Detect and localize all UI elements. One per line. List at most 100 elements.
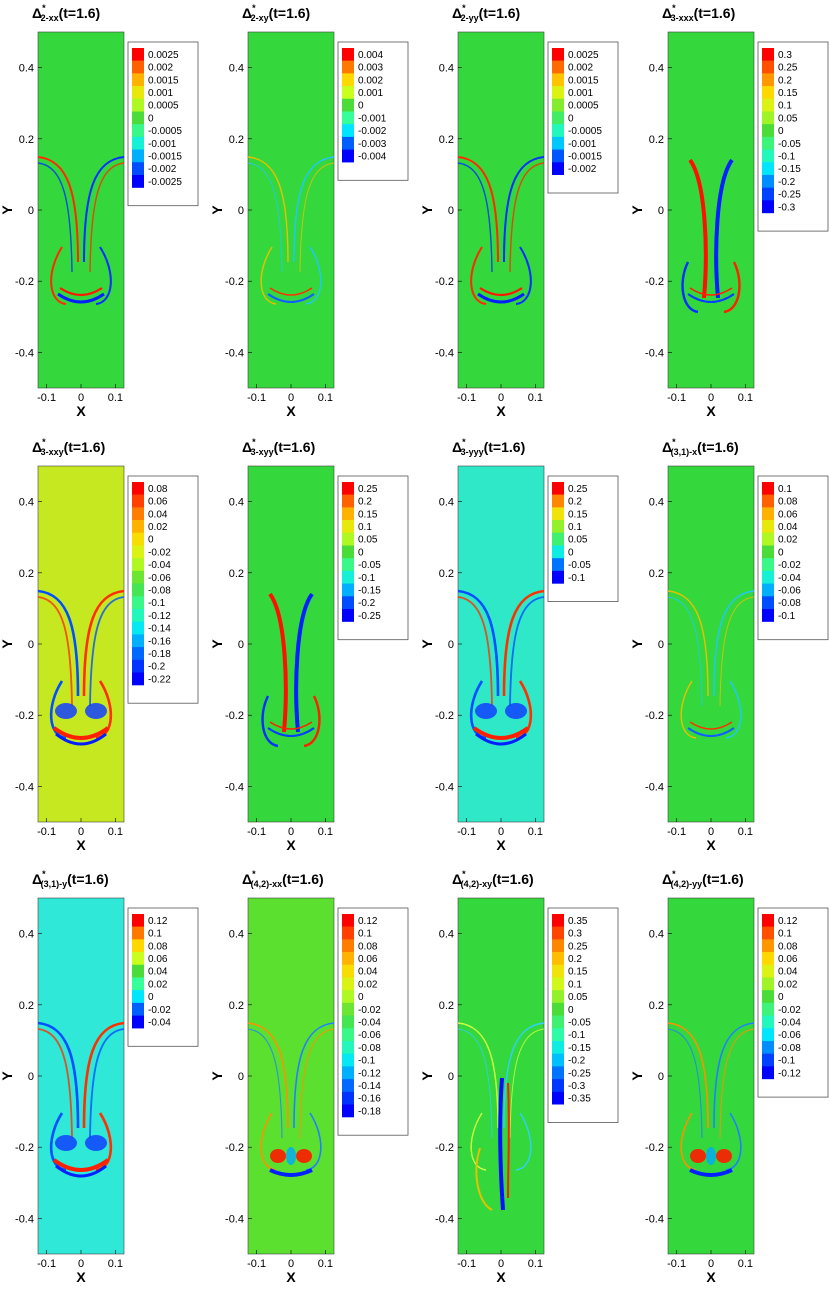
- x-tick-label: 0.1: [108, 826, 123, 838]
- legend-label: -0.05: [568, 560, 591, 571]
- colorbar-swatch: [762, 545, 774, 559]
- legend-label: -0.18: [148, 649, 171, 660]
- colorbar-swatch: [552, 1053, 564, 1067]
- colorbar-swatch: [762, 1041, 774, 1054]
- legend-label: -0.3: [568, 1081, 586, 1092]
- legend-label: 0.04: [358, 967, 378, 978]
- legend-label: 0.0025: [568, 50, 599, 61]
- colorbar-swatch: [762, 914, 774, 927]
- legend-label: -0.1: [778, 151, 796, 162]
- lobe-left: [680, 680, 697, 739]
- colorbar-swatch: [762, 1053, 774, 1067]
- panel-title: Δ* 2-xx(t=1.6): [32, 3, 100, 23]
- y-tick-label: -0.2: [435, 1142, 454, 1154]
- legend-label: -0.002: [568, 164, 597, 175]
- legend-label: -0.02: [778, 560, 801, 571]
- y-tick-label: 0: [28, 1071, 34, 1083]
- field-structures: [248, 1022, 334, 1177]
- legend-label: 0.25: [778, 63, 798, 74]
- lobe-right: [515, 246, 532, 305]
- colorbar-swatch: [132, 149, 144, 163]
- legend-label: -0.08: [358, 1043, 381, 1054]
- field-structures: [458, 1022, 544, 1211]
- colorbar-swatch: [552, 507, 564, 521]
- colorbar-swatch: [552, 1002, 564, 1016]
- plume-inner-left: [38, 596, 73, 707]
- x-axis-label: X: [286, 403, 296, 419]
- x-tick-label: -0.1: [457, 1258, 476, 1270]
- legend-label: 0.06: [148, 497, 168, 508]
- plot-area: [667, 31, 755, 389]
- legend-label: 0: [778, 992, 784, 1003]
- colorbar-swatch: [342, 952, 354, 965]
- colorbar-swatch: [552, 136, 564, 150]
- y-tick-label: -0.4: [225, 347, 244, 359]
- colorbar-swatch: [132, 73, 144, 87]
- legend-label: 0.06: [778, 509, 798, 520]
- colorbar-swatch: [552, 520, 564, 533]
- colorbar-swatch: [762, 1002, 774, 1016]
- legend-label: 0.002: [148, 63, 173, 74]
- colorbar-swatch: [342, 964, 354, 978]
- legend-label: 0.1: [148, 929, 162, 940]
- colorbar-swatch: [762, 48, 774, 61]
- colorbar-swatch: [132, 1002, 144, 1016]
- y-tick-label: -0.2: [225, 710, 244, 722]
- colorbar-swatch: [342, 136, 354, 150]
- plot-area: [247, 31, 335, 389]
- legend-label: 0.06: [778, 954, 798, 965]
- colorbar-swatch: [342, 1002, 354, 1016]
- colorbar-swatch: [552, 939, 564, 953]
- stem-left: [268, 592, 288, 733]
- plume-inner-right: [509, 1028, 544, 1139]
- x-axis-label: X: [496, 837, 506, 853]
- y-tick-label: -0.2: [15, 710, 34, 722]
- colorbar-swatch: [552, 990, 564, 1003]
- legend-label: 0.2: [358, 497, 372, 508]
- x-tick-label: 0: [78, 392, 84, 404]
- plot-area: [37, 897, 125, 1255]
- y-axis-label: Y: [209, 205, 225, 215]
- x-tick-label: 0.1: [528, 1258, 543, 1270]
- colorbar-swatch: [342, 545, 354, 559]
- colorbar-swatch: [132, 609, 144, 622]
- colorbar-swatch: [762, 482, 774, 495]
- y-tick-label: 0: [28, 639, 34, 651]
- plume-arm-right: [502, 589, 544, 697]
- legend-label: -0.12: [778, 1068, 801, 1079]
- legend-label: 0: [778, 126, 784, 137]
- bottom-cap: [472, 726, 530, 740]
- legend-label: -0.15: [358, 585, 381, 596]
- panel-title: Δ* 2-xy(t=1.6): [242, 3, 310, 23]
- bottom-cap-lower: [55, 732, 107, 746]
- plume-arm-left: [458, 156, 499, 263]
- legend-label: 0.15: [568, 509, 588, 520]
- legend-label: 0.04: [778, 967, 798, 978]
- legend-label: 0.02: [778, 979, 798, 990]
- field-structures: [38, 156, 124, 305]
- colorbar-swatch: [342, 48, 354, 61]
- y-tick-label: -0.2: [435, 710, 454, 722]
- legend-label: 0: [148, 113, 154, 124]
- y-tick-label: 0: [448, 639, 454, 651]
- colorbar-swatch: [762, 73, 774, 87]
- panel-title: Δ* (4,2)-xy(t=1.6): [452, 869, 534, 889]
- colorbar-swatch: [342, 1104, 354, 1118]
- legend-label: -0.003: [358, 139, 387, 150]
- legend-label: -0.22: [148, 674, 171, 685]
- colorbar-swatch: [132, 532, 144, 546]
- colorbar-swatch: [762, 136, 774, 150]
- colorbar-swatch: [552, 60, 564, 74]
- y-tick-label: -0.2: [225, 276, 244, 288]
- colorbar-swatch: [552, 558, 564, 571]
- x-tick-label: 0: [78, 1258, 84, 1270]
- y-tick-label: -0.2: [645, 1142, 664, 1154]
- legend-label: 0.0015: [148, 75, 179, 86]
- x-axis-label: X: [286, 837, 296, 853]
- legend-label: -0.05: [778, 139, 801, 150]
- legend-label: -0.2: [778, 177, 796, 188]
- stem-mark: [507, 1082, 510, 1199]
- plume-arm-right: [503, 156, 544, 263]
- legend-label: 0.3: [568, 929, 582, 940]
- y-tick-label: 0.2: [649, 1000, 664, 1012]
